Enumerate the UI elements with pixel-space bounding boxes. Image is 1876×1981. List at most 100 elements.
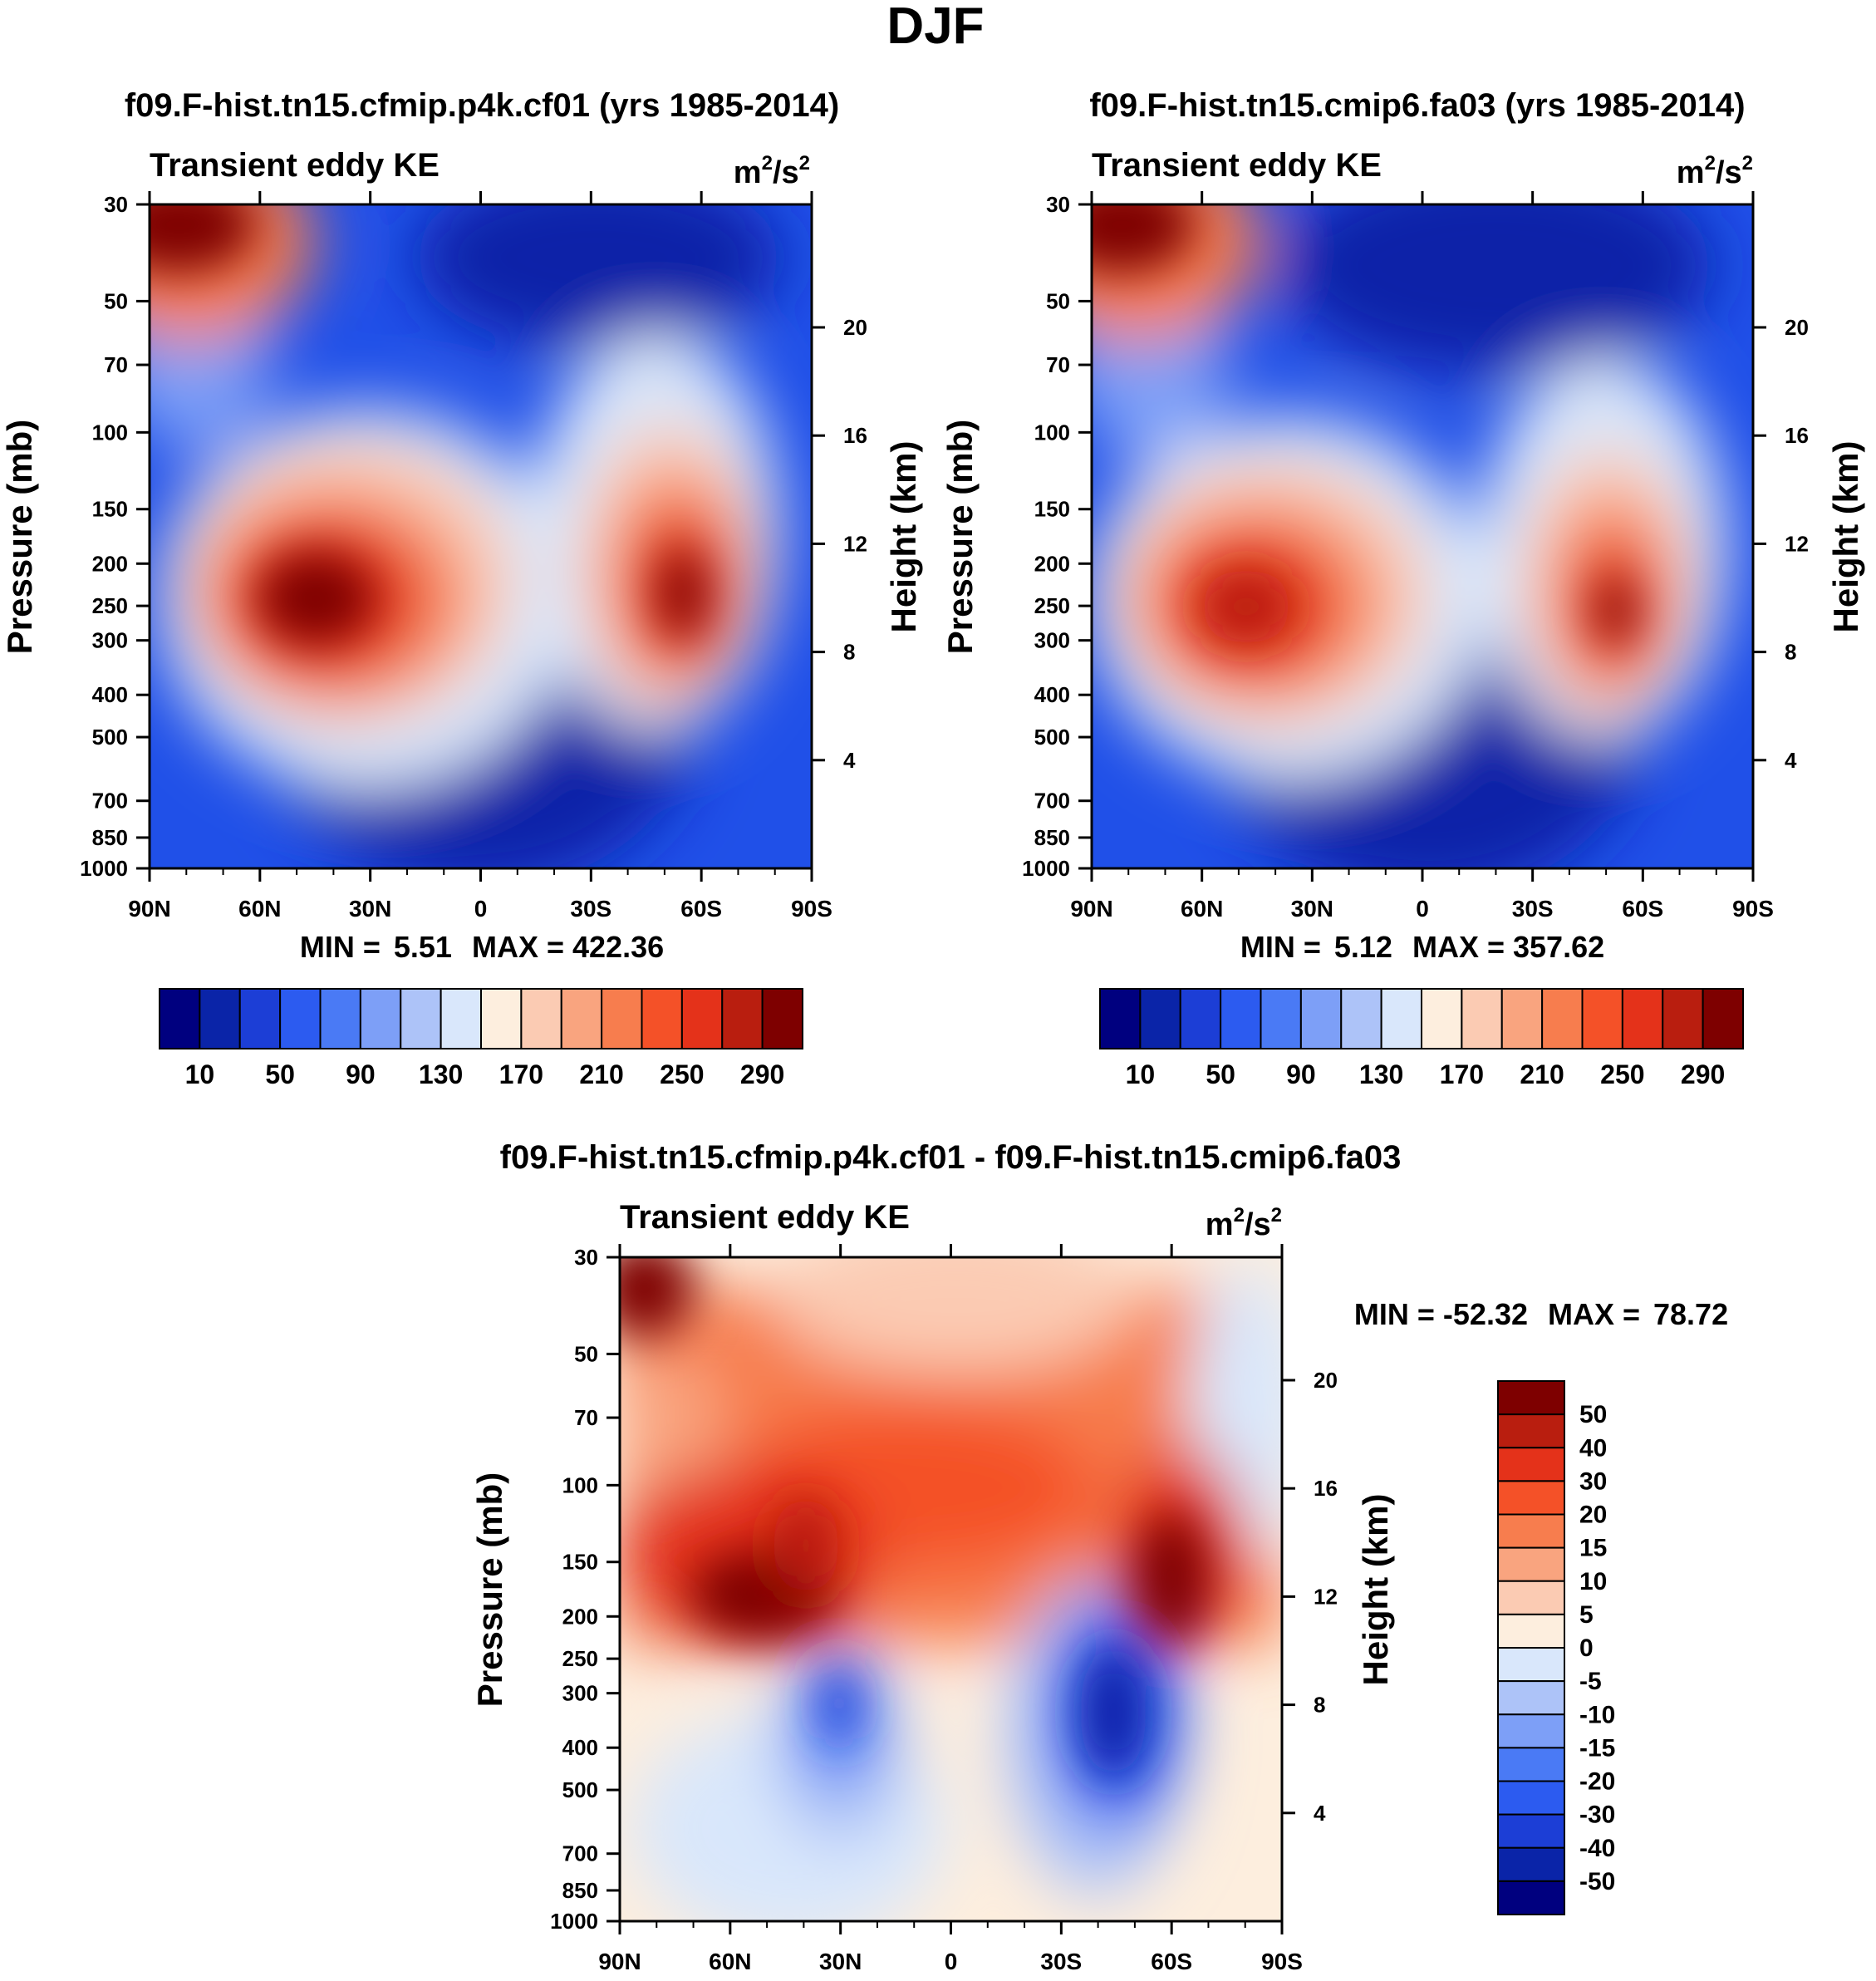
figure-title: DJF: [886, 0, 984, 55]
height-tick-label: 4: [1314, 1801, 1326, 1826]
latitude-tick-label: 90S: [791, 896, 832, 922]
latitude-tick-label: 30N: [1291, 896, 1333, 922]
pressure-tick-label: 100: [562, 1472, 598, 1497]
pressure-tick-label: 850: [562, 1878, 598, 1903]
panel-case-stats: MIN = 5.51 MAX = 422.36: [300, 930, 664, 964]
panel-difference-ylabel: Pressure (mb): [470, 1472, 509, 1707]
panel-control-colorbar: 10 50 90 130 170 210 250 290: [1099, 988, 1744, 1089]
height-tick-label: 12: [1314, 1584, 1338, 1609]
colorbar-cell: [1260, 988, 1302, 1049]
latitude-tick-label: 0: [1416, 896, 1429, 922]
colorbar-cell: [1497, 1580, 1565, 1615]
colorbar-label: -10: [1579, 1701, 1615, 1728]
pressure-tick-label: 250: [562, 1646, 598, 1671]
latitude-tick-label: 90N: [128, 896, 170, 922]
colorbar-cell: [1340, 988, 1382, 1049]
colorbar-cell: [238, 988, 282, 1049]
latitude-tick-label: 30S: [570, 896, 611, 922]
colorbar-label: 250: [1600, 1059, 1644, 1089]
colorbar-cell: [1299, 988, 1343, 1049]
colorbar-cell: [1497, 1680, 1565, 1716]
colorbar-cell: [199, 988, 241, 1049]
colorbar-label: 130: [1359, 1059, 1403, 1089]
colorbar-label: 50: [1206, 1059, 1235, 1089]
panel-case-ylabel: Pressure (mb): [0, 420, 39, 654]
colorbar-cell: [1380, 988, 1422, 1049]
colorbar-cell: [1497, 1780, 1565, 1816]
pressure-tick-label: 70: [574, 1405, 598, 1430]
panel-difference-title: f09.F-hist.tn15.cfmip.p4k.cf01 - f09.F-h…: [500, 1139, 1402, 1176]
colorbar-cell: [1461, 988, 1503, 1049]
colorbar-cell: [1497, 1647, 1565, 1683]
colorbar-cell: [1099, 988, 1142, 1049]
pressure-tick-label: 30: [104, 192, 128, 217]
colorbar-label: 10: [1126, 1059, 1156, 1089]
pressure-tick-label: 850: [1034, 825, 1070, 850]
pressure-tick-label: 250: [92, 593, 128, 618]
colorbar-label: 15: [1579, 1535, 1607, 1562]
height-tick-label: 4: [843, 748, 856, 773]
height-tick-label: 20: [1785, 315, 1809, 340]
height-tick-label: 16: [1785, 423, 1809, 448]
latitude-tick-label: 30N: [819, 1949, 862, 1974]
height-tick-label: 20: [843, 315, 867, 340]
colorbar-cell: [680, 988, 724, 1049]
pressure-tick-label: 50: [104, 288, 128, 313]
panel-case-variable-label: Transient eddy KE: [150, 147, 440, 184]
panel-difference-units: m2/s2: [1206, 1204, 1282, 1242]
colorbar-cell: [601, 988, 643, 1049]
height-tick-label: 16: [1314, 1476, 1338, 1501]
colorbar-label: 20: [1579, 1502, 1607, 1529]
colorbar-label: 50: [1579, 1401, 1607, 1428]
height-tick-label: 12: [1785, 531, 1809, 556]
panel-difference-stats: MIN = -52.32 MAX = 78.72: [1354, 1297, 1728, 1331]
pressure-tick-label: 500: [92, 725, 128, 750]
pressure-tick-label: 50: [574, 1341, 598, 1366]
height-tick-label: 8: [843, 640, 855, 665]
pressure-tick-label: 300: [1034, 628, 1070, 653]
colorbar-label: 10: [185, 1059, 215, 1089]
colorbar-label: -20: [1579, 1768, 1615, 1796]
panel-control-ylabel-right: Height (km): [1826, 441, 1865, 633]
control-field-cores: [1092, 204, 1634, 644]
panel-difference: f09.F-hist.tn15.cfmip.p4k.cf01 - f09.F-h…: [470, 1139, 1728, 1974]
colorbar-cell: [1179, 988, 1222, 1049]
colorbar-cell: [1497, 1546, 1565, 1582]
latitude-tick-label: 90N: [1070, 896, 1112, 922]
height-tick-label: 16: [843, 423, 867, 448]
colorbar-cell: [1220, 988, 1262, 1049]
colorbar-label: 290: [1681, 1059, 1725, 1089]
pressure-tick-label: 30: [574, 1245, 598, 1270]
panel-case: f09.F-hist.tn15.cfmip.p4k.cf01 (yrs 1985…: [0, 87, 923, 1089]
colorbar-cell: [1497, 1513, 1565, 1549]
colorbar-label: 0: [1579, 1634, 1594, 1662]
colorbar-cell: [1421, 988, 1463, 1049]
case-field-cores: [150, 204, 706, 644]
colorbar-cell: [1662, 988, 1704, 1049]
colorbar-cell: [641, 988, 683, 1049]
pressure-tick-label: 850: [92, 825, 128, 850]
colorbar-cell: [440, 988, 482, 1049]
colorbar-cell: [1497, 1713, 1565, 1749]
colorbar-cell: [1497, 1447, 1565, 1482]
latitude-tick-label: 60N: [1181, 896, 1223, 922]
latitude-tick-label: 30S: [1512, 896, 1554, 922]
colorbar-cell: [319, 988, 361, 1049]
height-tick-label: 20: [1314, 1368, 1338, 1393]
colorbar-label: 40: [1579, 1434, 1607, 1462]
colorbar-cell: [560, 988, 603, 1049]
colorbar-label: -30: [1579, 1802, 1615, 1829]
pressure-tick-label: 250: [1034, 593, 1070, 618]
colorbar-label: 210: [579, 1059, 623, 1089]
colorbar-cell: [1497, 1747, 1565, 1782]
colorbar-cell: [159, 988, 201, 1049]
colorbar-cell: [1139, 988, 1181, 1049]
pressure-tick-label: 100: [1034, 420, 1070, 445]
pressure-tick-label: 700: [1034, 789, 1070, 814]
colorbar-cell: [1500, 988, 1544, 1049]
latitude-tick-label: 60S: [1151, 1949, 1192, 1974]
pressure-tick-label: 400: [92, 682, 128, 707]
colorbar-cell: [1497, 1613, 1565, 1649]
panel-control-field: [1092, 204, 1753, 868]
